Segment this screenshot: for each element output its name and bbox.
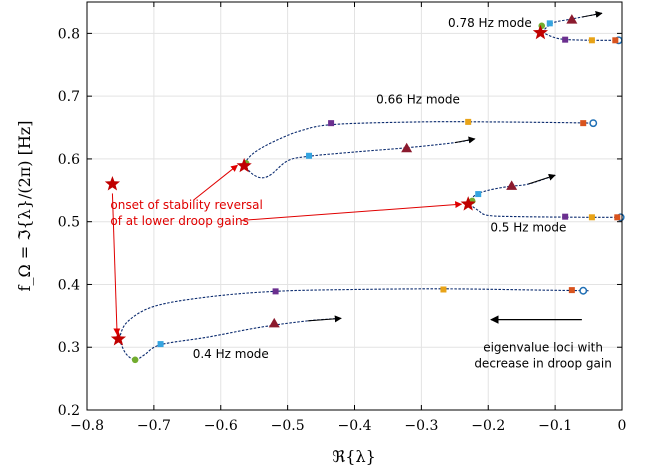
purple-square-marker	[328, 120, 335, 127]
x-tick-label: −0.8	[70, 418, 104, 434]
y-axis-label: f_Ω = ℑ{λ}/(2π) [Hz]	[15, 121, 34, 292]
onset-note-line1: onset of stability reversal	[110, 198, 262, 212]
locus-upper-branch	[469, 174, 556, 205]
purple-square-marker	[562, 213, 569, 220]
onset-star-marker	[110, 331, 127, 346]
mode-label-066: 0.66 Hz mode	[376, 93, 460, 107]
locus-direction-arrow	[454, 136, 476, 144]
y-tick-label: 0.2	[58, 403, 80, 419]
x-tick-label: −0.7	[137, 418, 171, 434]
blue-square-marker	[157, 341, 164, 348]
locus-direction-arrow	[307, 315, 342, 323]
red-square-marker	[614, 214, 621, 221]
mode-label-05: 0.5 Hz mode	[490, 221, 566, 235]
triangle-marker	[506, 180, 518, 190]
blue-square-marker	[306, 152, 313, 159]
onset-star-marker	[236, 157, 252, 173]
y-tick-label: 0.6	[58, 152, 80, 168]
locus-lower-branch	[243, 138, 475, 179]
red-square-marker	[568, 287, 575, 294]
loci-note-line2: decrease in droop gain	[474, 356, 612, 370]
red-square-marker	[580, 120, 587, 127]
x-tick-label: −0.5	[271, 418, 305, 434]
annotations: 0.78 Hz mode 0.66 Hz mode 0.5 Hz mode 0.4 H…	[104, 16, 612, 370]
orange-square-marker	[588, 37, 595, 44]
mode-label-078: 0.78 Hz mode	[448, 16, 532, 30]
locus-upper-branch	[243, 121, 596, 164]
orange-square-marker	[465, 118, 472, 125]
red-arrow-to-05	[240, 201, 463, 221]
x-tick-label: −0.3	[404, 418, 438, 434]
onset-star-marker	[532, 24, 549, 40]
blue-square-marker	[546, 20, 553, 27]
orange-square-marker	[440, 286, 447, 293]
x-tick-label: −0.6	[204, 418, 238, 434]
triangle-marker	[401, 142, 413, 153]
triangle-marker	[566, 14, 578, 24]
y-tick-label: 0.8	[58, 26, 80, 42]
loci-note-line1: eigenvalue loci with	[483, 341, 603, 355]
x-tick-label: 0	[618, 418, 627, 434]
red-arrow-to-066	[193, 164, 239, 201]
purple-square-marker	[562, 36, 569, 43]
blue-square-marker	[475, 191, 482, 198]
loci-markers	[110, 14, 625, 364]
x-tick-label: −0.2	[471, 418, 505, 434]
locus-upper-branch	[118, 288, 589, 340]
open-circle-marker	[589, 119, 598, 128]
open-circle-marker	[579, 286, 588, 295]
x-tick-label: −0.4	[338, 418, 372, 434]
y-tick-label: 0.5	[58, 215, 80, 231]
note-star-marker	[104, 176, 121, 191]
onset-note-line2: of at lower droop gains	[110, 214, 248, 228]
red-arrow-to-04	[111, 193, 121, 336]
y-tick-label: 0.3	[58, 340, 80, 356]
mode-label-04: 0.4 Hz mode	[193, 347, 269, 361]
y-tick-label: 0.4	[58, 277, 80, 293]
purple-square-marker	[272, 288, 279, 295]
locus-direction-arrow	[528, 173, 556, 185]
triangle-marker	[268, 317, 280, 328]
x-axis-label: ℜ{λ}	[332, 447, 376, 466]
y-tick-label: 0.7	[58, 89, 80, 105]
green-circle-marker	[131, 356, 139, 364]
x-tick-label: −0.1	[538, 418, 572, 434]
locus-direction-arrow	[581, 11, 603, 18]
onset-star-marker	[460, 196, 476, 211]
axis-ticks: −0.8 −0.7 −0.6 −0.5 −0.4 −0.3 −0.2 −0.1 0 0.2 0.3 0…	[58, 2, 627, 434]
red-square-marker	[612, 37, 619, 44]
orange-square-marker	[588, 214, 595, 221]
